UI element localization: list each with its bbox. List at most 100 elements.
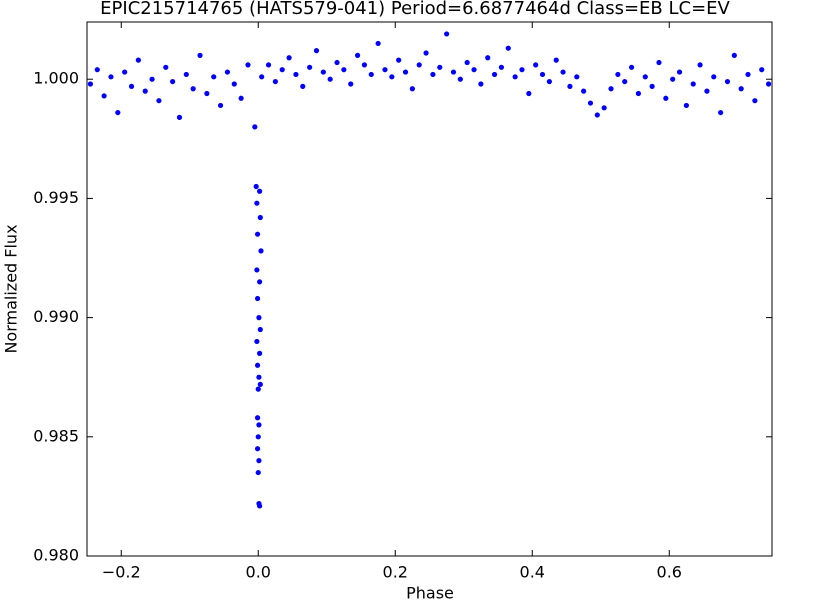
data-point [724,78,731,85]
data-point [254,415,261,421]
data-point [163,64,169,70]
data-point [183,71,189,78]
data-point [254,338,260,345]
data-point [128,83,135,89]
data-point [256,315,262,321]
data-point [539,71,546,78]
data-point [745,71,751,78]
data-point [293,71,299,78]
data-point [258,248,264,254]
data-point [259,74,265,80]
data-point [676,69,683,75]
data-point [254,295,261,302]
x-tick-label: 0.6 [657,563,682,582]
data-point [108,74,114,80]
data-point [94,67,100,73]
data-point [361,62,368,68]
data-point [190,86,196,92]
data-point [257,381,263,387]
data-point [491,71,498,78]
data-point [197,52,203,58]
data-point [272,78,278,85]
data-point [628,64,635,70]
data-point [409,86,415,92]
data-point [231,81,237,87]
data-point [526,90,532,97]
data-point [257,279,263,285]
data-point [255,434,261,440]
data-point [656,59,662,66]
data-point [635,90,642,97]
data-point [122,69,128,75]
data-point [254,231,261,237]
data-point [608,86,614,92]
data-point [257,326,263,333]
chart-title: EPIC215714765 (HATS579-041) Period=6.687… [100,0,730,19]
data-point [156,98,162,104]
data-point [423,50,429,56]
data-point [697,62,703,68]
data-point [257,503,263,509]
data-point [176,114,183,120]
data-point [478,81,484,87]
data-point [622,78,628,85]
data-point [601,105,607,111]
data-point [170,78,176,85]
data-point [471,67,477,73]
data-point [256,422,262,428]
data-point [485,55,491,61]
y-tick-label: 0.990 [33,307,79,326]
data-point [711,74,717,80]
x-tick-label: −0.2 [102,563,141,582]
data-point [307,64,313,70]
data-point [649,83,655,89]
data-point [252,124,258,130]
y-tick-label: 0.985 [33,426,79,445]
data-point [704,88,710,94]
data-point [320,69,326,75]
data-point [670,76,676,82]
data-point [560,69,566,75]
data-point [444,31,450,37]
data-point [87,81,94,87]
data-point [464,59,470,66]
data-point [348,81,354,87]
data-point [533,62,539,68]
y-tick-label: 1.000 [33,69,79,88]
x-axis-label: Phase [406,584,454,603]
data-point [279,67,285,73]
data-point [615,71,621,78]
data-point [389,74,395,80]
data-point [115,109,121,116]
y-axis-label: Normalized Flux [2,224,21,353]
data-point [265,62,272,68]
data-point [257,350,263,356]
data-point [256,374,262,380]
data-point [587,100,594,106]
data-point [416,62,422,68]
data-point [765,81,772,87]
data-point [257,214,263,221]
data-point [718,109,724,116]
data-point [396,57,402,63]
data-point [254,267,260,273]
data-point [683,102,689,109]
data-point [257,188,263,194]
data-point [245,62,251,68]
data-point [519,67,525,73]
data-point [142,88,148,94]
data-point [690,81,696,87]
data-point [341,67,347,73]
data-point [149,76,155,82]
data-point [255,386,261,392]
data-point [135,57,141,63]
data-point [594,112,600,118]
data-point [354,52,361,58]
data-point [738,86,744,92]
data-point [327,76,333,82]
data-point [512,74,518,80]
data-point [300,83,306,89]
data-point [224,69,231,75]
data-point [256,458,262,464]
